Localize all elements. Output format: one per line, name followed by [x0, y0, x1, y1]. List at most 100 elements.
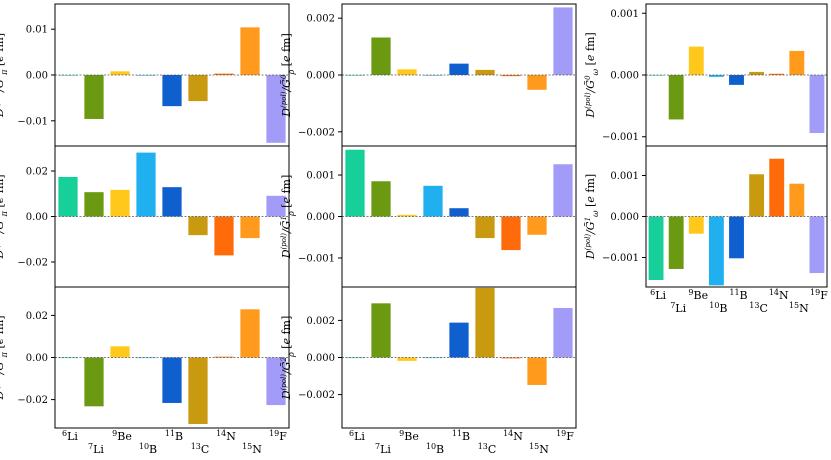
bar-omega0-14N [769, 73, 785, 75]
bar-omega1-9Be [688, 216, 704, 234]
x-tick-label-9Be: 9Be [688, 288, 708, 302]
panel-pi2: 0.02 0.00 −0.02 D(pol)/G̃2π [e fm] [0, 286, 290, 429]
y-tick-label: 0.00 [26, 71, 48, 82]
bar-rho2-9Be [397, 357, 417, 361]
bar-rho1-10B [423, 185, 443, 217]
bar-rho1-9Be [397, 214, 417, 217]
x-tick-label-15N: 15N [529, 442, 549, 456]
x-tick-label-10B: 10B [709, 301, 727, 315]
bar-rho1-14N [501, 216, 521, 251]
bar-rho0-7Li [371, 37, 391, 75]
bar-rho2-6Li [345, 357, 365, 359]
bar-omega1-13C [749, 174, 765, 217]
x-tick-label-7Li: 7Li [670, 301, 686, 315]
bar-pi2-13C [188, 357, 208, 424]
y-tick-label: 0.002 [306, 316, 335, 327]
y-tick-label: 0.000 [306, 353, 335, 364]
x-tick-label-10B: 10B [139, 442, 157, 456]
bar-omega1-11B [729, 216, 744, 259]
x-tick-label-11B: 11B [165, 429, 183, 443]
y-tick-label: −0.02 [17, 257, 48, 268]
bar-omega0-10B [708, 75, 724, 77]
bar-omega0-7Li [668, 75, 684, 120]
bar-pi2-6Li [58, 357, 78, 359]
bar-rho0-15N [527, 75, 547, 90]
y-tick-label: 0.01 [26, 25, 48, 36]
bar-pi2-7Li [84, 357, 104, 407]
bar-omega1-19F [809, 216, 825, 274]
y-tick-label: 0.02 [26, 311, 48, 322]
y-tick-label: −0.002 [298, 390, 335, 401]
y-tick-label: 0.00 [26, 212, 48, 223]
panel-omega0: 0.001 0.000 −0.001 D(pol)/G̃0ω [e fm] [584, 3, 828, 147]
bar-rho1-19F [553, 164, 573, 217]
bar-pi0-7Li [84, 75, 104, 119]
bar-pi1-13C [188, 216, 208, 236]
bar-omega1-7Li [668, 216, 684, 269]
x-tick-label-6Li: 6Li [349, 429, 365, 443]
y-tick-label: 0.000 [306, 71, 335, 82]
bar-pi1-10B [136, 152, 156, 217]
x-tick-label-11B: 11B [452, 429, 470, 443]
x-tick-label-15N: 15N [789, 301, 809, 315]
bar-pi1-11B [162, 187, 182, 217]
x-tick-label-6Li: 6Li [62, 429, 78, 443]
y-tick-label: −0.02 [17, 395, 48, 406]
x-tick-label-19F: 19F [810, 288, 828, 302]
x-tick-label-15N: 15N [242, 442, 262, 456]
bar-rho1-11B [449, 208, 469, 217]
y-axis-label: D(pol)/G̃1π [e fm] [0, 174, 9, 259]
y-tick-label: −0.001 [602, 132, 639, 143]
bar-rho2-14N [501, 357, 521, 359]
x-tick-label-10B: 10B [426, 442, 444, 456]
panel-pi0: 0.01 0.00 −0.01 D(pol)/G̃0π [e fm] [0, 3, 290, 147]
y-tick-label: −0.001 [602, 253, 639, 264]
bar-pi0-13C [188, 75, 208, 102]
y-tick-label: −0.01 [17, 116, 48, 127]
x-tick-label-9Be: 9Be [112, 429, 132, 443]
x-tick-label-11B: 11B [729, 288, 747, 302]
bar-pi1-15N [240, 216, 260, 239]
bar-pi2-19F [266, 357, 286, 406]
x-tick-label-7Li: 7Li [375, 442, 391, 456]
x-tick-label-14N: 14N [769, 288, 789, 302]
bar-pi1-19F [266, 195, 286, 217]
y-tick-label: 0.001 [610, 9, 639, 20]
panel-pi1: 0.02 0.00 −0.02 D(pol)/G̃1π [e fm] [0, 145, 290, 288]
y-tick-label: −0.001 [298, 253, 335, 264]
bar-rho2-11B [449, 322, 469, 358]
bar-rho0-9Be [397, 69, 417, 75]
bar-pi0-6Li [58, 75, 78, 76]
bar-rho0-6Li [345, 75, 365, 76]
bar-omega1-14N [769, 158, 785, 217]
y-axis-label: D(pol)/G̃2π [e fm] [0, 315, 9, 400]
x-tick-label-14N: 14N [216, 429, 236, 443]
x-tick-label-19F: 19F [556, 429, 574, 443]
y-tick-label: 0.001 [610, 171, 639, 182]
bar-omega0-9Be [688, 46, 704, 75]
bar-pi1-6Li [58, 176, 78, 217]
x-tick-label-13C: 13C [191, 442, 210, 456]
y-tick-label: −0.002 [298, 127, 335, 138]
y-tick-label: 0.001 [306, 171, 335, 182]
bar-pi2-15N [240, 309, 260, 358]
x-tick-label-9Be: 9Be [399, 429, 419, 443]
bar-pi2-14N [214, 356, 234, 358]
bar-rho2-15N [527, 357, 547, 385]
bar-pi1-9Be [110, 189, 130, 217]
bar-omega0-13C [749, 71, 765, 75]
bar-pi0-14N [214, 73, 234, 75]
bar-omega0-15N [789, 50, 805, 75]
bar-rho0-14N [501, 75, 521, 77]
x-tick-label-13C: 13C [749, 301, 768, 315]
y-axis-label: D(pol)/G̃1ω [e fm] [584, 174, 600, 260]
x-tick-label-13C: 13C [478, 442, 497, 456]
bar-omega0-11B [729, 75, 744, 85]
bar-pi0-19F [266, 75, 286, 143]
x-tick-label-14N: 14N [503, 429, 523, 443]
y-tick-label: 0.002 [306, 14, 335, 25]
y-axis-label: D(pol)/G̃2ρ [e fm] [280, 316, 296, 401]
x-tick-label-7Li: 7Li [88, 442, 104, 456]
y-tick-label: 0.00 [26, 353, 48, 364]
